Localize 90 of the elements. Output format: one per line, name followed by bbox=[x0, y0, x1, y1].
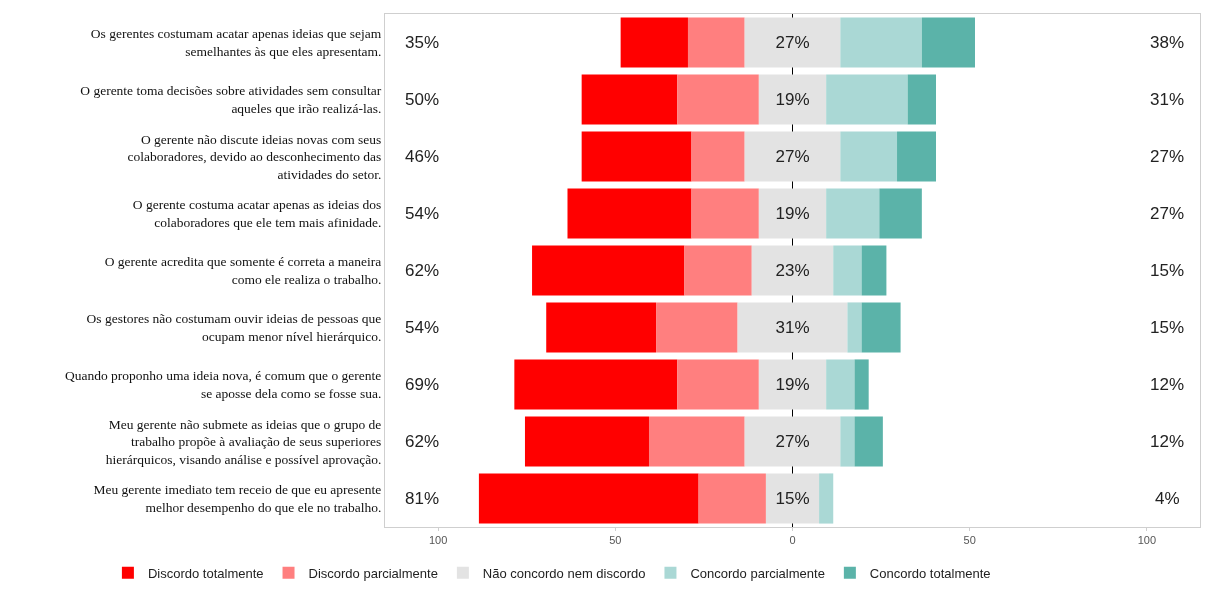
bar bbox=[826, 188, 880, 239]
bar bbox=[546, 302, 657, 353]
annotation: 62% bbox=[405, 432, 440, 451]
bar bbox=[514, 359, 678, 410]
bar bbox=[478, 473, 699, 524]
bar bbox=[532, 245, 685, 296]
annotation: 50% bbox=[405, 90, 440, 109]
y-tick-label: Quando proponho uma ideia nova, é comum que o gerente se aposse dela como se fosse sua. bbox=[64, 368, 382, 401]
bar bbox=[758, 359, 827, 410]
annotation: 46% bbox=[405, 147, 440, 166]
bar bbox=[687, 17, 745, 68]
legend-label: Discordo totalmente bbox=[147, 565, 264, 581]
y-tick-label: Meu gerente imediato tem receio de que eu apresente melhor desempenho do que ele no trabalho. bbox=[93, 482, 382, 515]
data-label: 15% bbox=[775, 489, 810, 508]
data-label: 19% bbox=[775, 204, 810, 223]
x-tick-label: 50 bbox=[609, 534, 622, 547]
data-label: 27% bbox=[775, 147, 810, 166]
annotation: 12% bbox=[1150, 375, 1185, 394]
bar bbox=[524, 416, 649, 467]
bar bbox=[833, 245, 862, 296]
bar bbox=[840, 131, 898, 182]
annotation: 62% bbox=[405, 261, 440, 280]
annotation: 38% bbox=[1150, 33, 1185, 52]
data-label: 27% bbox=[775, 33, 810, 52]
annotation: 54% bbox=[405, 204, 440, 223]
annotation: 35% bbox=[405, 33, 440, 52]
annotation: 54% bbox=[405, 318, 440, 337]
legend-label: Concordo totalmente bbox=[869, 565, 991, 581]
data-label: 19% bbox=[775, 375, 810, 394]
bar bbox=[581, 74, 678, 125]
bar bbox=[567, 188, 692, 239]
y-tick-label: O gerente não discute ideias novas com seus colaboradores, devido ao desconhecimento das atividades do setor. bbox=[127, 131, 382, 182]
bar bbox=[840, 17, 922, 68]
bar bbox=[744, 416, 841, 467]
bar bbox=[765, 473, 820, 524]
bar bbox=[698, 473, 766, 524]
bar bbox=[751, 245, 834, 296]
bar bbox=[677, 74, 759, 125]
bar bbox=[581, 131, 692, 182]
legend-label: Discordo parcialmente bbox=[308, 565, 438, 581]
bar bbox=[656, 302, 738, 353]
bar bbox=[861, 302, 901, 353]
bar bbox=[648, 416, 745, 467]
y-tick-label: O gerente acredita que somente é correta a maneira como ele realiza o trabalho. bbox=[104, 254, 382, 287]
annotation: 12% bbox=[1150, 432, 1185, 451]
x-tick-label: 100 bbox=[428, 534, 448, 547]
data-label: 23% bbox=[775, 261, 810, 280]
y-tick-label: Os gestores não costumam ouvir ideias de pessoas que ocupam menor nível hierárquico. bbox=[86, 311, 382, 344]
bar bbox=[684, 245, 752, 296]
bar bbox=[758, 74, 827, 125]
bar bbox=[737, 302, 848, 353]
data-label: 27% bbox=[775, 432, 810, 451]
annotation: 69% bbox=[405, 375, 440, 394]
bar bbox=[879, 188, 922, 239]
bar bbox=[691, 131, 745, 182]
data-label: 19% bbox=[775, 90, 810, 109]
annotation: 15% bbox=[1150, 318, 1185, 337]
bar bbox=[861, 245, 887, 296]
bar bbox=[691, 188, 759, 239]
legend-label: Concordo parcialmente bbox=[690, 565, 825, 581]
y-tick-label: O gerente costuma acatar apenas as ideias dos colaboradores que ele tem mais afinidade. bbox=[132, 197, 382, 230]
bar bbox=[819, 473, 834, 524]
bar bbox=[854, 359, 869, 410]
bar bbox=[921, 17, 975, 68]
bar bbox=[907, 74, 937, 125]
bar bbox=[847, 302, 862, 353]
bar bbox=[897, 131, 937, 182]
annotation: 27% bbox=[1150, 147, 1185, 166]
x-tick-label: 0 bbox=[789, 534, 796, 547]
annotation: 81% bbox=[405, 489, 440, 508]
bar bbox=[758, 188, 827, 239]
data-label: 31% bbox=[775, 318, 810, 337]
bar bbox=[677, 359, 759, 410]
bar bbox=[854, 416, 883, 467]
y-tick-label: Meu gerente não submete as ideias que o grupo de trabalho propõe à avaliação de seus superiores hierárquicos, visando análise e possível aprovação. bbox=[105, 416, 382, 467]
annotation: 4% bbox=[1155, 489, 1180, 508]
annotation: 31% bbox=[1150, 90, 1185, 109]
bar bbox=[620, 17, 688, 68]
bar bbox=[744, 131, 841, 182]
annotation: 27% bbox=[1150, 204, 1185, 223]
bar bbox=[826, 74, 908, 125]
y-tick-label: O gerente toma decisões sobre atividades sem consultar aqueles que irão realizá-las. bbox=[80, 83, 382, 116]
x-tick-label: 50 bbox=[963, 534, 976, 547]
x-tick-label: 100 bbox=[1137, 534, 1157, 547]
bar bbox=[744, 17, 841, 68]
bar bbox=[840, 416, 855, 467]
bar bbox=[826, 359, 855, 410]
legend-label: Não concordo nem discordo bbox=[482, 565, 646, 581]
y-tick-label: Os gerentes costumam acatar apenas ideias que sejam semelhantes às que eles apresentam. bbox=[90, 26, 382, 59]
annotation: 15% bbox=[1150, 261, 1185, 280]
